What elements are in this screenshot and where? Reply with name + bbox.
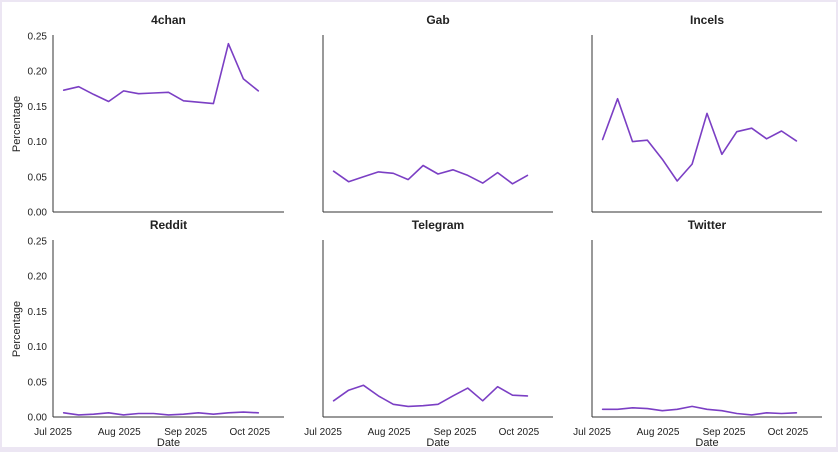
y-tick-label: 0.25 xyxy=(28,32,48,43)
panel-title-incels: Incels xyxy=(690,13,724,27)
y-tick-label: 0.20 xyxy=(28,272,48,283)
small-multiples-chart: 4chan 0.00 0.05 0.10 0.15 0.20 0.25 Percentage G… xyxy=(11,13,822,449)
panel-title-4chan: 4chan xyxy=(151,13,186,27)
panel-title-telegram: Telegram xyxy=(412,218,464,232)
y-tick-label: 0.05 xyxy=(28,172,48,183)
series-line-gab xyxy=(332,164,529,185)
x-tick-label: Oct 2025 xyxy=(499,427,540,438)
y-tick-label: 0.05 xyxy=(28,377,48,388)
x-tick-label: Jul 2025 xyxy=(573,427,611,438)
y-tick-label: 0.15 xyxy=(28,102,48,113)
y-tick-label: 0.15 xyxy=(28,307,48,318)
series-line-reddit xyxy=(62,411,260,416)
x-axis-label: Date xyxy=(695,437,718,447)
x-axis-label: Date xyxy=(426,437,449,447)
series-line-telegram xyxy=(332,384,529,408)
x-tick-label: Sep 2025 xyxy=(703,427,746,438)
y-tick-label: 0.20 xyxy=(28,67,48,78)
series-line-twitter xyxy=(601,405,798,416)
panel-title-twitter: Twitter xyxy=(688,218,727,232)
y-axis-label: Percentage xyxy=(11,96,23,152)
x-tick-label: Aug 2025 xyxy=(637,427,680,438)
x-tick-label: Sep 2025 xyxy=(434,427,477,438)
x-tick-label: Aug 2025 xyxy=(98,427,141,438)
x-tick-label: Oct 2025 xyxy=(229,427,270,438)
series-line-incels xyxy=(601,97,798,182)
x-tick-label: Sep 2025 xyxy=(164,427,207,438)
panel-title-gab: Gab xyxy=(426,13,449,27)
y-tick-label: 0.00 xyxy=(28,413,48,424)
x-axis-label: Date xyxy=(157,437,180,447)
series-line-4chan xyxy=(62,42,260,105)
y-tick-label: 0.25 xyxy=(28,237,48,248)
x-tick-label: Aug 2025 xyxy=(368,427,411,438)
x-tick-label: Oct 2025 xyxy=(768,427,809,438)
y-tick-label: 0.00 xyxy=(28,208,48,219)
x-tick-label: Jul 2025 xyxy=(34,427,72,438)
y-axis-label: Percentage xyxy=(11,301,23,357)
panel-title-reddit: Reddit xyxy=(150,218,187,232)
y-tick-label: 0.10 xyxy=(28,137,48,148)
y-tick-label: 0.10 xyxy=(28,342,48,353)
x-tick-label: Jul 2025 xyxy=(304,427,342,438)
